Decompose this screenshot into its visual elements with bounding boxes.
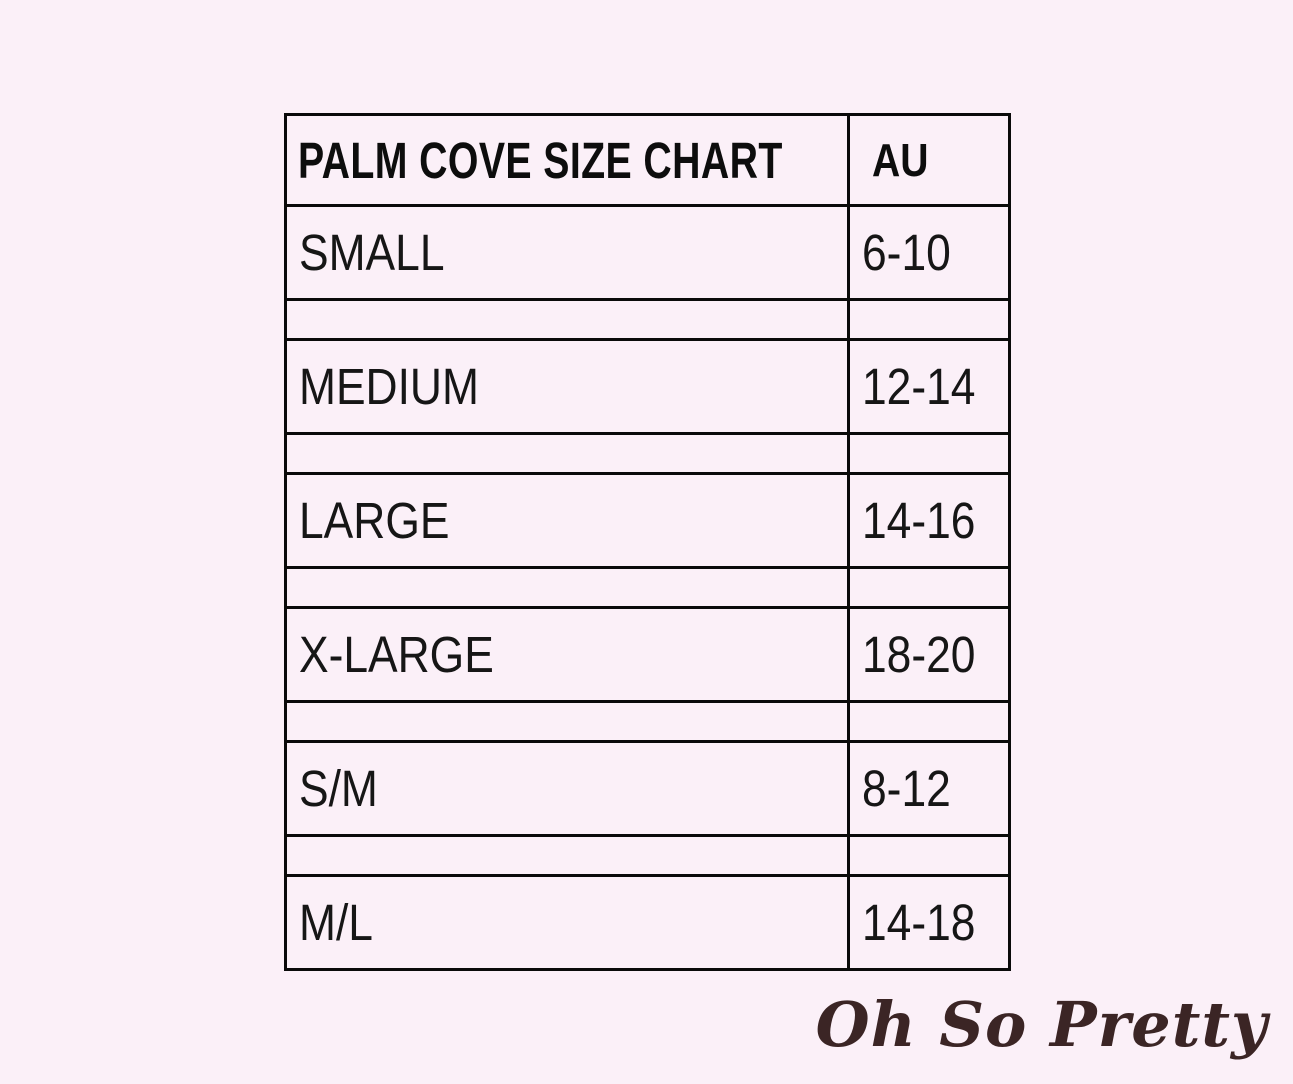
spacer-cell	[847, 298, 1011, 341]
au-value: 6-10	[862, 224, 951, 281]
size-label: S/M	[299, 760, 378, 817]
table-row-xlarge: X-LARGE 18-20	[284, 606, 1011, 703]
spacer-row	[284, 298, 1011, 341]
size-cell: SMALL	[284, 204, 850, 301]
size-label: X-LARGE	[299, 626, 494, 683]
size-cell: MEDIUM	[284, 338, 850, 435]
size-cell: S/M	[284, 740, 850, 837]
table-row-small: SMALL 6-10	[284, 204, 1011, 301]
spacer-cell	[847, 700, 1011, 743]
au-cell: 14-16	[847, 472, 1011, 569]
spacer-cell	[284, 834, 850, 877]
au-value: 8-12	[862, 760, 951, 817]
au-value: 18-20	[862, 626, 976, 683]
table-header-row: PALM COVE SIZE CHART AU	[284, 113, 1011, 207]
size-label: SMALL	[299, 224, 445, 281]
table-row-sm: S/M 8-12	[284, 740, 1011, 837]
spacer-cell	[284, 432, 850, 475]
table-row-large: LARGE 14-16	[284, 472, 1011, 569]
size-chart-table: PALM COVE SIZE CHART AU SMALL 6-10 MEDIU…	[284, 113, 1011, 971]
brand-logo-text: Oh So Pretty	[815, 988, 1268, 1061]
size-cell: LARGE	[284, 472, 850, 569]
size-label: M/L	[299, 894, 373, 951]
au-cell: 18-20	[847, 606, 1011, 703]
au-column-header: AU	[872, 134, 929, 186]
spacer-cell	[284, 700, 850, 743]
au-cell: 12-14	[847, 338, 1011, 435]
au-cell: 6-10	[847, 204, 1011, 301]
au-column-header-cell: AU	[847, 113, 1011, 207]
table-title: PALM COVE SIZE CHART	[298, 131, 783, 189]
size-cell: M/L	[284, 874, 850, 971]
spacer-cell	[847, 432, 1011, 475]
au-cell: 14-18	[847, 874, 1011, 971]
table-row-ml: M/L 14-18	[284, 874, 1011, 971]
au-cell: 8-12	[847, 740, 1011, 837]
spacer-row	[284, 566, 1011, 609]
size-label: LARGE	[299, 492, 450, 549]
spacer-row	[284, 432, 1011, 475]
au-value: 12-14	[862, 358, 976, 415]
table-row-medium: MEDIUM 12-14	[284, 338, 1011, 435]
spacer-cell	[284, 298, 850, 341]
size-cell: X-LARGE	[284, 606, 850, 703]
spacer-cell	[284, 566, 850, 609]
au-value: 14-16	[862, 492, 976, 549]
spacer-cell	[847, 834, 1011, 877]
spacer-row	[284, 700, 1011, 743]
table-title-cell: PALM COVE SIZE CHART	[284, 113, 850, 207]
spacer-cell	[847, 566, 1011, 609]
au-value: 14-18	[862, 894, 976, 951]
size-label: MEDIUM	[299, 358, 479, 415]
spacer-row	[284, 834, 1011, 877]
